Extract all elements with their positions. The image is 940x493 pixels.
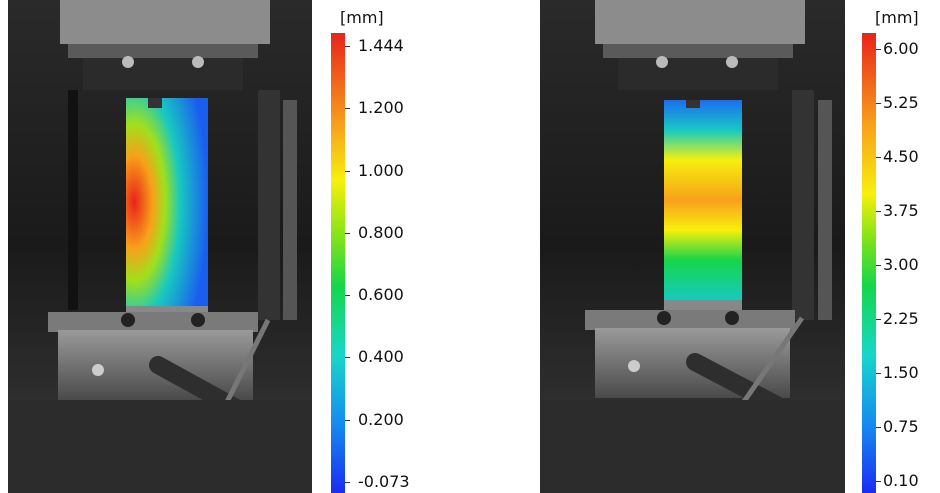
scale-tick-label: 5.25 — [883, 93, 919, 112]
left-color-scale-bar — [331, 33, 345, 493]
scale-tick-mark — [345, 357, 350, 359]
scale-tick-mark — [876, 319, 881, 320]
scale-tick-label: 0.800 — [358, 222, 404, 242]
scale-tick-label: -0.073 — [358, 472, 410, 491]
scale-tick-label: 1.200 — [358, 98, 404, 118]
scale-tick-mark — [345, 108, 350, 110]
scale-tick-label: 4.50 — [883, 147, 919, 166]
scale-tick-mark — [345, 46, 350, 47]
scale-tick-mark — [876, 481, 881, 482]
left-specimen-photo — [8, 0, 312, 493]
scale-tick-mark — [876, 103, 881, 104]
scale-tick-label: 0.600 — [358, 285, 404, 305]
scale-tick-mark — [345, 232, 350, 234]
scale-tick-label: 2.25 — [883, 309, 919, 328]
scale-tick-mark — [876, 265, 881, 266]
scale-tick-label: 1.50 — [883, 363, 919, 382]
right-scale-unit: [mm] — [875, 8, 919, 27]
scale-tick-mark — [345, 482, 350, 483]
scale-tick-label: 1.000 — [358, 160, 404, 180]
scale-tick-mark — [345, 295, 350, 297]
scale-tick-mark — [345, 419, 350, 421]
scale-tick-label: 0.10 — [883, 471, 919, 490]
scale-tick-mark — [876, 427, 881, 428]
right-color-scale-bar — [862, 33, 876, 493]
scale-tick-label: 0.75 — [883, 417, 919, 436]
scale-tick-mark — [876, 49, 881, 50]
scale-tick-mark — [876, 211, 881, 212]
scale-tick-label: 0.400 — [358, 347, 404, 367]
right-specimen-photo — [540, 0, 845, 493]
scale-tick-label: 1.444 — [358, 36, 404, 55]
scale-tick-label: 6.00 — [883, 39, 919, 58]
scale-tick-mark — [876, 157, 881, 158]
scale-tick-label: 0.200 — [358, 409, 404, 429]
scale-tick-mark — [345, 170, 350, 172]
scale-tick-label: 3.75 — [883, 201, 919, 220]
scale-tick-label: 3.00 — [883, 255, 919, 274]
left-scale-unit: [mm] — [340, 8, 384, 27]
scale-tick-mark — [876, 373, 881, 374]
